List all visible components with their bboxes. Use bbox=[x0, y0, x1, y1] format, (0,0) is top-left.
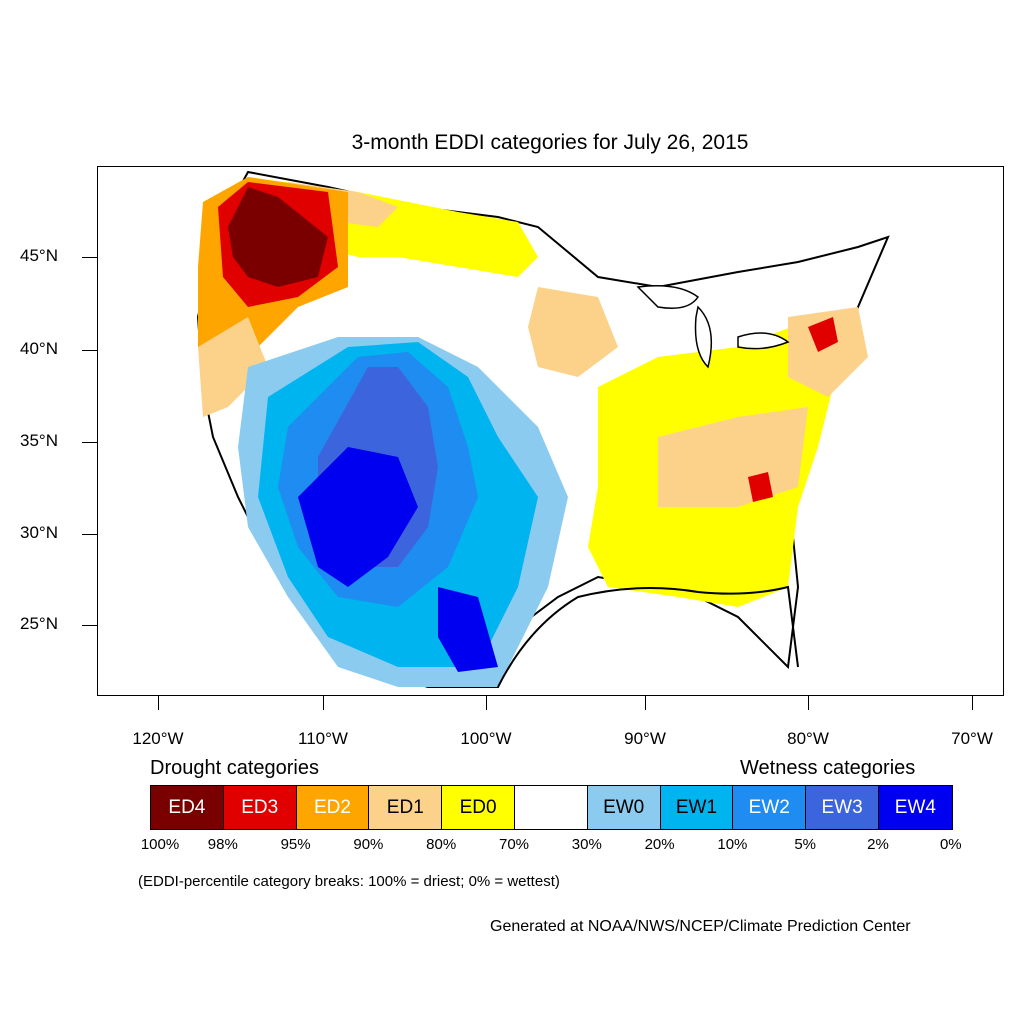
legend-break-label: 2% bbox=[867, 836, 889, 853]
legend-break-label: 0% bbox=[939, 836, 962, 853]
legend-break-label: 80% bbox=[426, 836, 457, 853]
great-lakes bbox=[636, 285, 790, 369]
region-east-ed1 bbox=[658, 407, 808, 507]
lat-tick-25 bbox=[82, 625, 97, 626]
gulf-coast bbox=[497, 585, 799, 688]
legend-break-label: 10% bbox=[717, 836, 748, 853]
lon-tick-80 bbox=[808, 696, 809, 710]
legend-box-ed2: ED2 bbox=[296, 786, 370, 829]
lon-tick-90 bbox=[645, 696, 646, 710]
conus-map-svg bbox=[196, 170, 890, 688]
legend-box-ed1: ED1 bbox=[369, 786, 443, 829]
legend-break-label: 20% bbox=[644, 836, 675, 853]
legend-break-label: 70% bbox=[498, 836, 530, 853]
region-ne-ed3 bbox=[808, 317, 838, 352]
region-tx-ew4 bbox=[438, 587, 498, 672]
eddi-map bbox=[97, 166, 1004, 696]
legend-break-label: 95% bbox=[280, 836, 311, 853]
lat-tick-40 bbox=[82, 350, 97, 351]
credit-text: Generated at NOAA/NWS/NCEP/Climate Predi… bbox=[490, 918, 911, 935]
legend-box-ed4: ED4 bbox=[151, 786, 224, 829]
lat-label-45: 45°N bbox=[20, 246, 58, 265]
legend-box-normal bbox=[514, 786, 588, 829]
region-mn-ed1 bbox=[528, 287, 618, 377]
legend-box-ew0: EW0 bbox=[587, 786, 661, 829]
drought-categories-title: Drought categories bbox=[150, 757, 319, 779]
legend-box-ew3: EW3 bbox=[806, 786, 879, 829]
legend-box-ew4: EW4 bbox=[878, 786, 952, 829]
legend-break-label: 5% bbox=[794, 836, 817, 853]
lon-label-70: 70°W bbox=[951, 729, 993, 748]
lon-tick-120 bbox=[158, 696, 159, 710]
lat-tick-45 bbox=[82, 257, 97, 258]
region-ne-ed1 bbox=[788, 307, 868, 397]
legend-break-label: 30% bbox=[571, 836, 602, 853]
lon-label-90: 90°W bbox=[624, 729, 666, 748]
legend-box-ew1: EW1 bbox=[660, 786, 734, 829]
region-sw-ew4 bbox=[298, 447, 418, 587]
region-pnw-ed4 bbox=[228, 187, 328, 287]
lon-label-80: 80°W bbox=[787, 729, 829, 748]
lon-label-120: 120°W bbox=[132, 729, 184, 748]
region-ca-ed1 bbox=[198, 317, 268, 417]
lon-tick-100 bbox=[486, 696, 487, 710]
legend-box-ed0: ED0 bbox=[442, 786, 515, 829]
region-ga-ed3 bbox=[748, 472, 773, 502]
lat-label-40: 40°N bbox=[20, 339, 58, 358]
lat-label-25: 25°N bbox=[20, 614, 58, 633]
lon-label-110: 110°W bbox=[298, 729, 348, 748]
legend-box-ed3: ED3 bbox=[223, 786, 297, 829]
category-legend: ED4 ED3 ED2 ED1 ED0 EW0 EW1 EW2 EW3 EW4 bbox=[150, 785, 953, 830]
lat-label-30: 30°N bbox=[20, 523, 58, 542]
lat-tick-35 bbox=[82, 442, 97, 443]
map-title: 3-month EDDI categories for July 26, 201… bbox=[351, 131, 749, 154]
lon-tick-70 bbox=[972, 696, 973, 710]
lon-label-100: 100°W bbox=[460, 729, 512, 748]
category-note: (EDDI-percentile category breaks: 100% =… bbox=[138, 873, 560, 890]
legend-break-label: 98% bbox=[207, 836, 238, 853]
lon-tick-110 bbox=[323, 696, 324, 710]
lat-label-35: 35°N bbox=[20, 431, 58, 450]
wetness-categories-title: Wetness categories bbox=[740, 757, 916, 779]
lat-tick-30 bbox=[82, 534, 97, 535]
legend-box-ew2: EW2 bbox=[733, 786, 807, 829]
legend-break-label: 100% bbox=[140, 836, 180, 853]
legend-break-label: 90% bbox=[353, 836, 384, 853]
